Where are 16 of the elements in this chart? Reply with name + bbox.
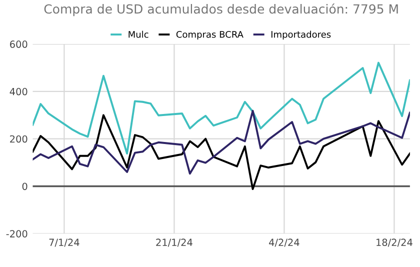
x-tick-label: 4/2/24	[269, 238, 300, 247]
y-tick-label: -200	[6, 230, 28, 238]
line-series	[32, 110, 410, 175]
y-tick-label: 0	[22, 182, 28, 190]
y-tick-label: 200	[10, 135, 28, 143]
x-tick-label: 7/1/24	[49, 238, 80, 247]
x-tick-label: 21/1/24	[156, 238, 192, 247]
y-tick-label: 400	[10, 88, 28, 96]
y-tick-label: 600	[10, 40, 28, 48]
line-series	[32, 114, 410, 190]
x-tick-label: 18/2/24	[376, 238, 412, 247]
chart-title: Compra de USD acumulados desde devaluación: 7795 M	[44, 4, 398, 16]
legend-label: Mulc	[128, 30, 148, 38]
legend-label: Compras BCRA	[176, 30, 244, 40]
legend-label: Importadores	[271, 30, 331, 40]
line-series	[32, 62, 410, 155]
